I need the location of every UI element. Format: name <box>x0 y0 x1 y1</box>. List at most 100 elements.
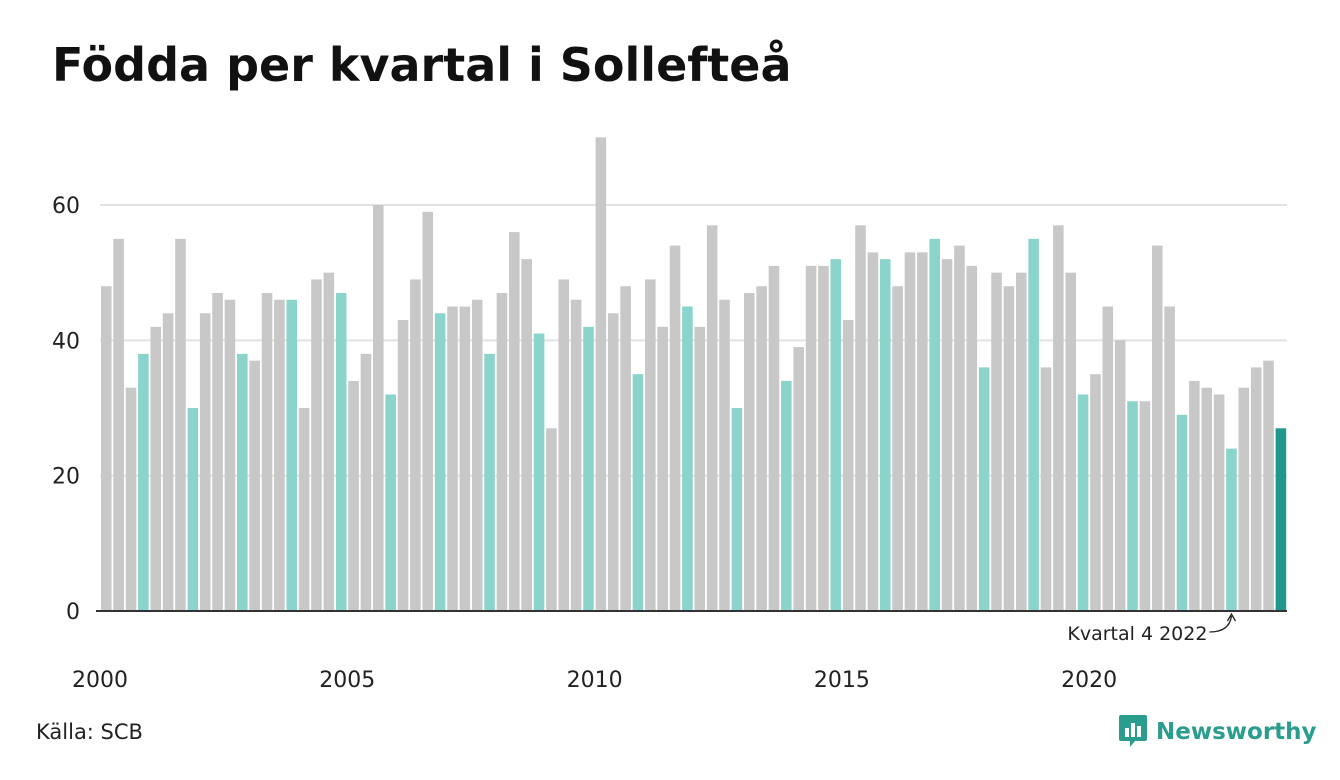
bar <box>632 374 644 611</box>
bar <box>1114 340 1126 611</box>
bar <box>434 313 446 611</box>
bar <box>768 265 780 611</box>
gridlines <box>100 204 1287 477</box>
bar <box>249 360 260 611</box>
bar <box>138 353 149 611</box>
bar <box>966 265 978 611</box>
bar <box>385 394 396 611</box>
bar <box>1250 367 1262 611</box>
bar <box>719 299 730 611</box>
bar <box>1151 245 1163 611</box>
bar <box>496 292 508 611</box>
bar <box>731 408 743 611</box>
bar <box>187 408 199 611</box>
annotation-arrowhead <box>1226 612 1237 622</box>
bar <box>422 211 434 611</box>
bar <box>335 292 347 611</box>
bar <box>1102 306 1114 611</box>
bar <box>212 292 223 611</box>
bar <box>657 326 668 611</box>
bar <box>447 306 458 611</box>
bar <box>261 292 273 611</box>
bar <box>311 279 322 611</box>
bar <box>533 333 545 611</box>
bar <box>830 259 842 611</box>
bars <box>101 137 1287 612</box>
bar <box>1189 380 1200 611</box>
bar <box>756 286 767 611</box>
bar <box>645 279 656 611</box>
bar <box>805 265 817 611</box>
bar <box>125 387 137 611</box>
bar <box>558 279 570 611</box>
bar <box>941 259 953 611</box>
bar <box>855 225 866 612</box>
newsworthy-logo-icon <box>1119 715 1147 747</box>
bar <box>1176 414 1188 611</box>
y-tick-label: 0 <box>66 600 80 625</box>
y-tick-label: 40 <box>52 329 80 354</box>
annotation-arrow <box>1209 615 1233 633</box>
x-tick-label: 2020 <box>1061 668 1117 693</box>
bar <box>682 306 693 611</box>
y-tick-label: 60 <box>52 194 80 219</box>
bar <box>175 238 186 611</box>
annotation-label: Kvartal 4 2022 <box>1067 623 1207 645</box>
chart-title: Födda per kvartal i Sollefteå <box>52 38 792 92</box>
x-tick-label: 2015 <box>814 668 870 693</box>
bar <box>595 137 607 611</box>
bar <box>607 313 619 611</box>
bar <box>1226 448 1237 611</box>
bar <box>842 320 854 611</box>
bar <box>410 279 421 611</box>
bar <box>1213 394 1225 611</box>
source-note: Källa: SCB <box>36 720 143 744</box>
bar <box>298 408 310 611</box>
bar <box>459 306 471 611</box>
bar <box>113 238 124 611</box>
bar <box>904 252 916 611</box>
bar <box>471 299 483 611</box>
bar <box>1127 401 1138 611</box>
bar <box>818 265 829 611</box>
bar <box>1028 238 1039 611</box>
bar <box>101 286 112 611</box>
bar <box>954 245 965 611</box>
bar <box>583 326 594 611</box>
bar <box>1077 394 1089 611</box>
bar <box>793 347 804 611</box>
brand-name: Newsworthy <box>1156 719 1317 745</box>
bar <box>1003 286 1015 611</box>
bar <box>1275 428 1287 611</box>
bar <box>929 238 940 611</box>
bar <box>1040 367 1052 611</box>
x-tick-label: 2010 <box>567 668 623 693</box>
bar <box>1139 401 1151 611</box>
bar <box>991 272 1002 611</box>
bar <box>1263 360 1274 611</box>
bar <box>237 353 248 611</box>
bar <box>274 299 285 611</box>
bar <box>879 259 891 611</box>
tick-labels: 0 20 40 60 2000 2005 2010 2015 2020 <box>52 194 1117 693</box>
bar <box>1015 272 1027 611</box>
bar <box>1238 387 1250 611</box>
bar <box>1164 306 1175 611</box>
bar <box>224 299 236 611</box>
bar <box>743 292 755 611</box>
brand-logo: Newsworthy <box>1118 713 1317 751</box>
y-tick-label: 20 <box>52 465 80 490</box>
bar <box>484 353 495 611</box>
x-tick-label: 2000 <box>72 668 128 693</box>
bar <box>1053 225 1064 612</box>
bar <box>892 286 903 611</box>
bar <box>694 326 706 611</box>
bar <box>1090 374 1101 611</box>
bar <box>397 320 409 611</box>
bar <box>323 272 335 611</box>
bar <box>162 313 174 611</box>
bar <box>781 380 792 611</box>
annotation: Kvartal 4 2022 <box>1067 612 1237 645</box>
bar <box>867 252 879 611</box>
bar <box>521 259 532 611</box>
